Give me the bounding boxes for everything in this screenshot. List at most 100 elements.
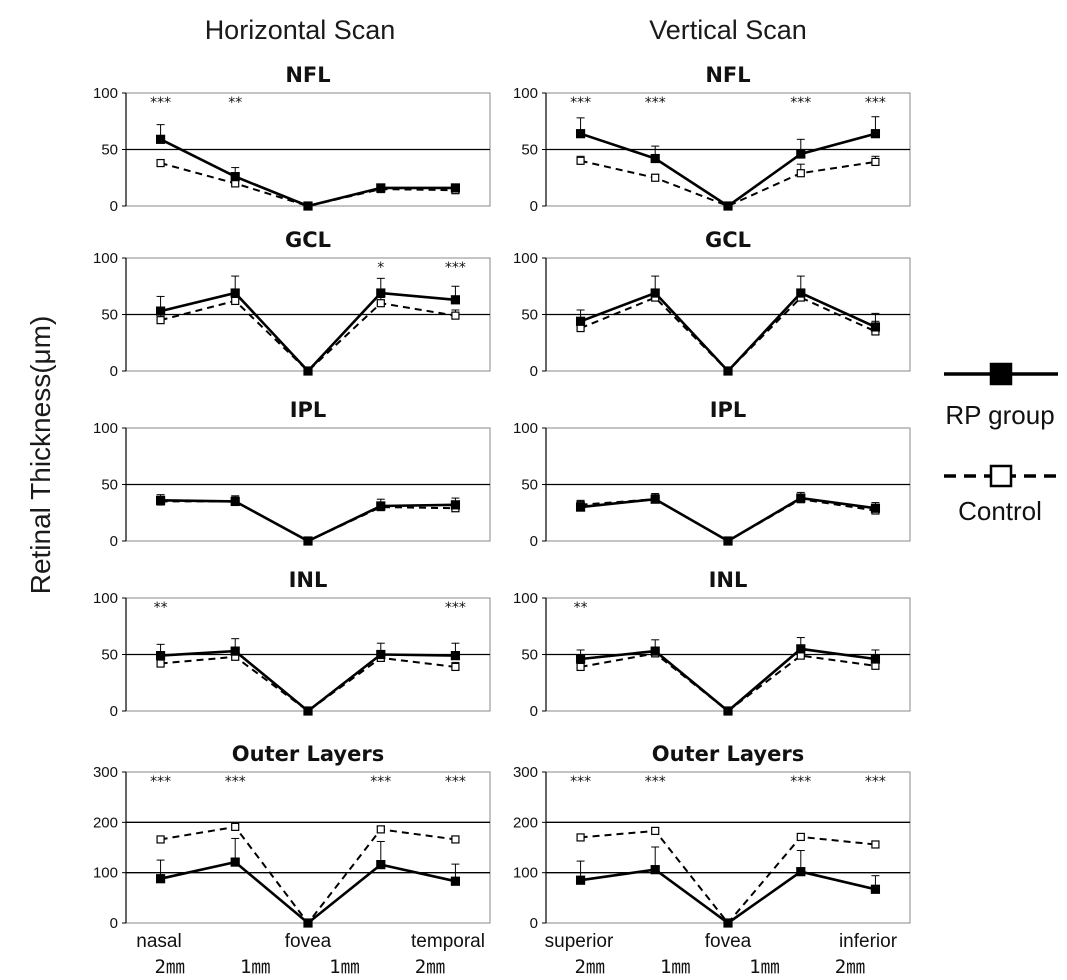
panel-title: GCL <box>705 228 751 252</box>
control-point <box>451 311 460 320</box>
rp-group-point <box>450 295 461 305</box>
significance-marker: *** <box>570 774 591 790</box>
control-line <box>580 498 876 543</box>
y-tick-label: 100 <box>513 420 538 437</box>
rp-group-point <box>376 183 386 193</box>
x-category-label: fovea <box>285 931 332 952</box>
x-category-label: fovea <box>705 931 752 952</box>
legend-rp-group-label: RP group <box>945 400 1054 430</box>
series-rp-group <box>575 846 881 928</box>
rp-group-point <box>796 493 806 503</box>
control-point <box>651 826 660 835</box>
legend-control-label: Control <box>958 496 1042 526</box>
y-tick-label: 100 <box>93 250 118 267</box>
column-title-horizontal: Horizontal Scan <box>205 15 396 45</box>
control-point <box>156 835 165 844</box>
y-tick-label: 50 <box>521 647 538 664</box>
plot-frame <box>125 771 491 924</box>
panel-vertical-scan-outer-layers: Outer Layers 0 100 200 300 *** *** *** *** superi… <box>513 742 911 952</box>
rp-group-point <box>650 865 660 875</box>
significance-marker: *** <box>865 774 886 790</box>
rp-group-point <box>575 502 586 512</box>
x-category-label: superior <box>545 931 614 952</box>
control-line <box>160 299 456 373</box>
rp-group-point <box>230 288 240 298</box>
rp-group-point <box>155 306 166 316</box>
rp-group-point <box>575 875 586 885</box>
control-line <box>580 296 876 373</box>
y-tick-label: 50 <box>521 142 538 159</box>
significance-marker: ** <box>228 95 242 111</box>
column-title-vertical: Vertical Scan <box>649 15 807 45</box>
x-distance-label: 1㎜ <box>749 956 779 978</box>
rp-group-point <box>870 884 881 894</box>
x-category-label: inferior <box>839 931 898 952</box>
series-rp-group <box>155 275 461 376</box>
rp-group-point <box>870 322 881 332</box>
control-point <box>871 840 880 849</box>
y-tick-label: 50 <box>101 647 118 664</box>
y-tick-label: 0 <box>110 363 118 380</box>
control-point <box>651 173 660 182</box>
control-point <box>871 157 880 167</box>
x-category-label: temporal <box>411 931 485 952</box>
significance-marker: *** <box>150 95 171 111</box>
series-rp-group <box>575 275 881 376</box>
rp-group-point <box>303 706 313 716</box>
control-point <box>156 659 165 668</box>
x-distance-label: 2㎜ <box>154 956 184 978</box>
series-control <box>576 826 880 928</box>
series-rp-group <box>155 494 461 546</box>
significance-marker: *** <box>645 774 666 790</box>
y-tick-label: 100 <box>513 85 538 102</box>
rp-group-line <box>580 291 876 373</box>
rp-group-point <box>155 134 166 144</box>
y-tick-label: 50 <box>101 142 118 159</box>
rp-group-point <box>230 857 240 867</box>
series-rp-group <box>155 837 461 928</box>
y-tick-label: 100 <box>513 590 538 607</box>
significance-marker: * <box>377 260 384 276</box>
significance-marker: *** <box>150 774 171 790</box>
rp-group-point <box>723 918 733 928</box>
control-point <box>576 662 585 672</box>
panel-horizontal-scan-ipl: IPL 0 50 100 <box>93 398 491 550</box>
rp-group-point <box>230 496 240 507</box>
y-tick-label: 100 <box>93 865 118 882</box>
rp-group-line <box>580 647 876 713</box>
significance-marker: *** <box>570 95 591 111</box>
rp-group-point <box>376 860 386 870</box>
control-point <box>156 316 165 325</box>
rp-group-line <box>160 860 456 925</box>
y-tick-label: 50 <box>101 477 118 494</box>
rp-group-point <box>155 874 166 884</box>
plot-frame <box>545 771 911 924</box>
x-category-label: nasal <box>136 931 181 952</box>
y-tick-label: 0 <box>110 533 118 550</box>
control-point <box>156 158 165 168</box>
rp-group-point <box>155 651 166 661</box>
rp-group-point <box>376 649 386 660</box>
control-line <box>160 500 456 543</box>
y-tick-label: 0 <box>530 198 538 215</box>
y-tick-label: 200 <box>513 814 538 831</box>
significance-marker: *** <box>445 774 466 790</box>
series-control <box>576 648 880 716</box>
significance-marker: ** <box>574 600 588 616</box>
panel-vertical-scan-ipl: IPL 0 50 100 <box>513 398 911 550</box>
figure-labels: 2㎜ 1㎜ 1㎜ 2㎜ 2㎜ 1㎜ 1㎜ 2㎜ Horizontal Scan Vertical … <box>25 15 865 978</box>
y-tick-label: 50 <box>101 307 118 324</box>
control-point <box>451 835 460 844</box>
panel-title: NFL <box>285 63 330 87</box>
rp-group-point <box>303 201 313 211</box>
rp-group-point <box>303 536 313 546</box>
control-line <box>160 655 456 713</box>
y-tick-label: 100 <box>513 865 538 882</box>
rp-group-line <box>580 496 876 543</box>
control-point <box>376 825 385 834</box>
significance-marker: *** <box>445 600 466 616</box>
rp-group-point <box>155 495 166 505</box>
y-tick-label: 100 <box>513 250 538 267</box>
series-rp-group <box>575 637 881 716</box>
